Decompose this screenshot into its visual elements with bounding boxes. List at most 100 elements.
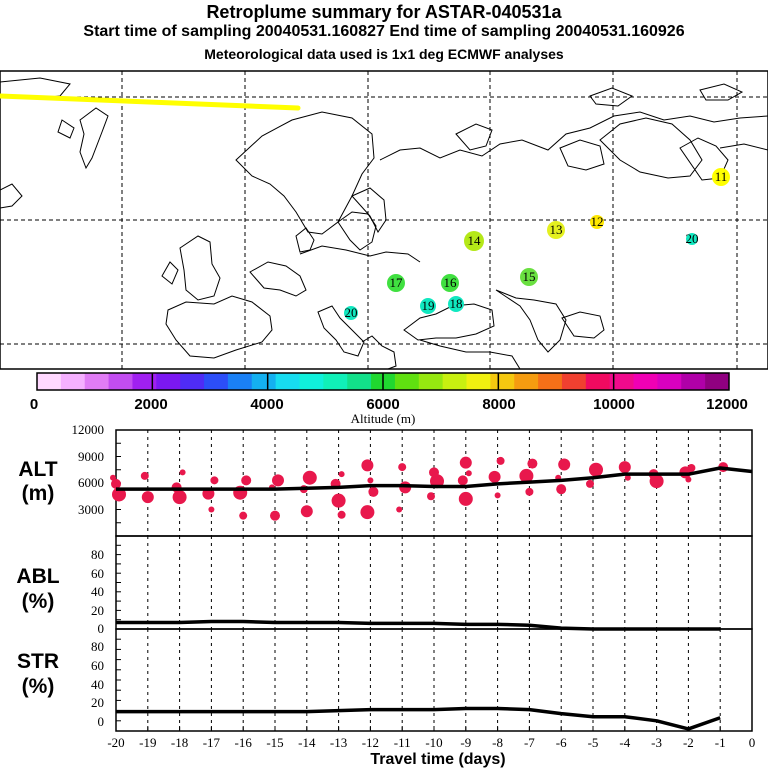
particle-dot [270,510,280,521]
map-graticule [0,71,768,369]
str-series [116,706,721,731]
x-tick-label: -13 [330,735,347,750]
x-tick-label: -12 [362,735,379,750]
colorbar-cell [299,373,324,390]
x-tick-label: -16 [235,735,253,750]
particle-dot [331,493,346,508]
alt-label-top: ALT [18,458,57,481]
particle-dot [338,471,345,478]
alt-y-ticks: 3000 6000 9000 12000 [72,422,105,517]
x-tick-label: -9 [460,735,471,750]
colorbar-cell [227,373,253,390]
particle-dot [427,492,435,501]
y-tick-label: 60 [91,658,104,673]
trajectory-line [0,93,301,111]
particle-dot [618,461,631,474]
svg-text:13: 13 [550,222,563,237]
particle-dot [527,458,538,469]
svg-text:20: 20 [686,231,699,246]
colorbar-cell [657,373,682,390]
particle-dot [519,468,534,483]
colorbar-cell [251,373,277,390]
str-panel: 0 20 40 60 80 STR (%) [17,628,753,732]
particle-dot [494,492,501,499]
x-axis-label: Travel time (days) [370,751,505,768]
day-marker: 13 [547,221,565,239]
x-tick-label: -17 [203,735,221,750]
colorbar-label: Altitude (m) [351,411,416,426]
svg-text:15: 15 [523,269,536,284]
colorbar-cells [37,373,730,390]
svg-text:19: 19 [422,298,435,313]
y-tick-label: 60 [91,566,104,581]
svg-text:11: 11 [715,169,728,184]
y-tick-label: 0 [98,714,105,729]
particle-dot [496,456,505,465]
particle-dot [465,470,472,477]
particle-dot [361,459,374,472]
colorbar-cell [466,373,491,390]
particle-dot [458,491,473,506]
y-tick-label: 80 [91,639,104,654]
particle-dot [459,456,472,469]
particle-dot [396,506,403,513]
abl-y-ticks: 0 20 40 60 80 [91,547,104,636]
particle-dot [398,463,407,472]
particle-dot [272,474,284,487]
colorbar-cell [156,373,181,390]
colorbar-cell [347,373,372,390]
particle-dot [624,474,631,481]
day-marker: 15 [520,268,538,286]
colorbar-tick: 12000 [706,396,748,413]
particle-dot [172,490,187,505]
series-line [116,619,721,631]
abl-panel: 0 20 40 60 80 ABL (%) [16,535,753,636]
colorbar-cell [132,373,157,390]
alt-series [116,466,753,491]
colorbar-cell [180,373,205,390]
map-panel: 11 12 13 14 15 16 17 18 19 20 20 [0,70,768,370]
particle-dot [239,511,248,520]
colorbar-cell [37,373,62,390]
colorbar-tick: 0 [30,396,38,413]
x-tick-label: -6 [556,735,567,750]
particle-dot [210,476,219,485]
colorbar-cell [609,373,635,390]
particle-dot [111,478,121,489]
x-tick-label: -4 [619,735,630,750]
svg-text:17: 17 [390,275,404,290]
x-tick-label: 0 [749,735,756,750]
colorbar-cell [418,373,444,390]
colorbar-tick: 6000 [366,396,399,413]
svg-text:20: 20 [345,305,358,320]
colorbar-tick: 2000 [134,396,167,413]
y-tick-label: 20 [91,603,104,618]
day-marker: 19 [420,298,436,314]
particle-dot [525,487,534,496]
colorbar-cell [108,373,133,390]
alt-scatter [110,456,729,521]
particle-dot [367,477,374,484]
svg-text:16: 16 [444,275,458,290]
abl-label-top: ABL [16,565,59,588]
particle-dot [300,505,313,518]
y-tick-label: 0 [98,621,105,636]
colorbar-cell [538,373,563,390]
y-tick-label: 40 [91,584,104,599]
colorbar-cell [394,373,420,390]
x-tick-label: -8 [492,735,503,750]
colorbar-cell [705,373,730,390]
colorbar-cell [275,373,300,390]
y-tick-label: 40 [91,677,104,692]
x-tick-label: -5 [588,735,599,750]
particle-dot [558,458,571,471]
y-tick-label: 9000 [78,449,104,464]
x-tick-label: -19 [139,735,156,750]
x-tick-label: -1 [715,735,726,750]
y-tick-label: 20 [91,695,104,710]
svg-text:14: 14 [468,233,482,248]
day-marker: 17 [387,274,405,292]
colorbar-cell [585,373,611,390]
str-label-bottom: (%) [22,675,55,698]
